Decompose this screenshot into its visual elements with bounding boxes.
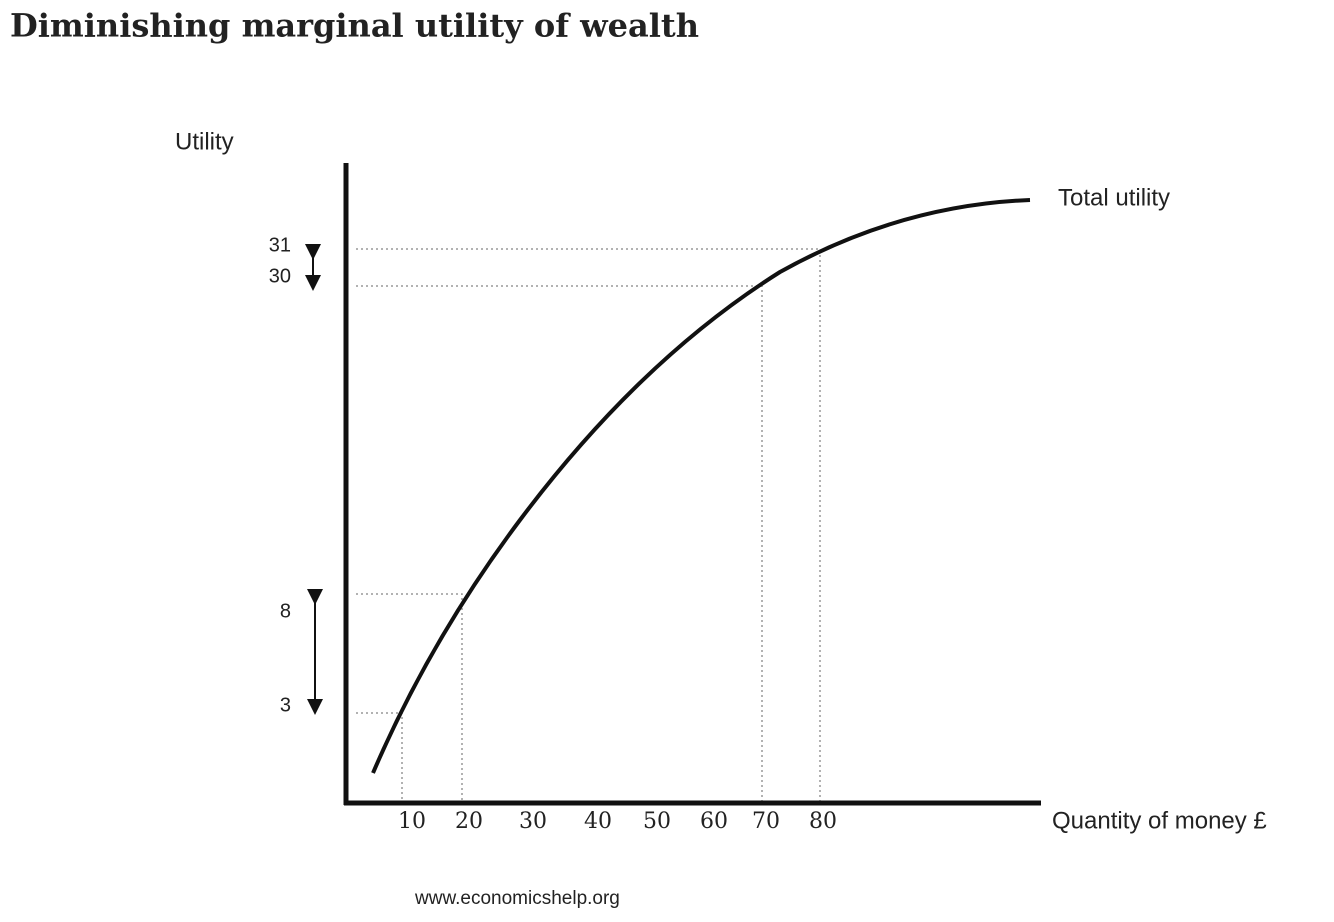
x-tick-label: 10 — [398, 809, 426, 834]
y-tick-label: 30 — [269, 265, 291, 287]
x-tick-label: 60 — [700, 809, 728, 834]
x-tick-label: 30 — [519, 809, 547, 834]
x-tick-label: 50 — [643, 809, 671, 834]
y-tick-label: 31 — [269, 234, 291, 256]
total-utility-curve — [371, 198, 1031, 774]
x-axis-label: Quantity of money £ — [1052, 807, 1267, 834]
x-tick-label: 20 — [455, 809, 483, 834]
x-tick-label: 40 — [584, 809, 612, 834]
x-tick-label: 80 — [809, 809, 837, 834]
x-tick-label: 70 — [752, 809, 780, 834]
guide-lines — [356, 248, 821, 803]
y-axis-label: Utility — [175, 128, 234, 155]
curve-label: Total utility — [1058, 184, 1170, 211]
y-tick-label: 8 — [280, 600, 291, 622]
y-tick-label: 3 — [280, 694, 291, 716]
title: Diminishing marginal utility of wealth — [10, 7, 699, 45]
source: www.economicshelp.org — [414, 888, 620, 909]
